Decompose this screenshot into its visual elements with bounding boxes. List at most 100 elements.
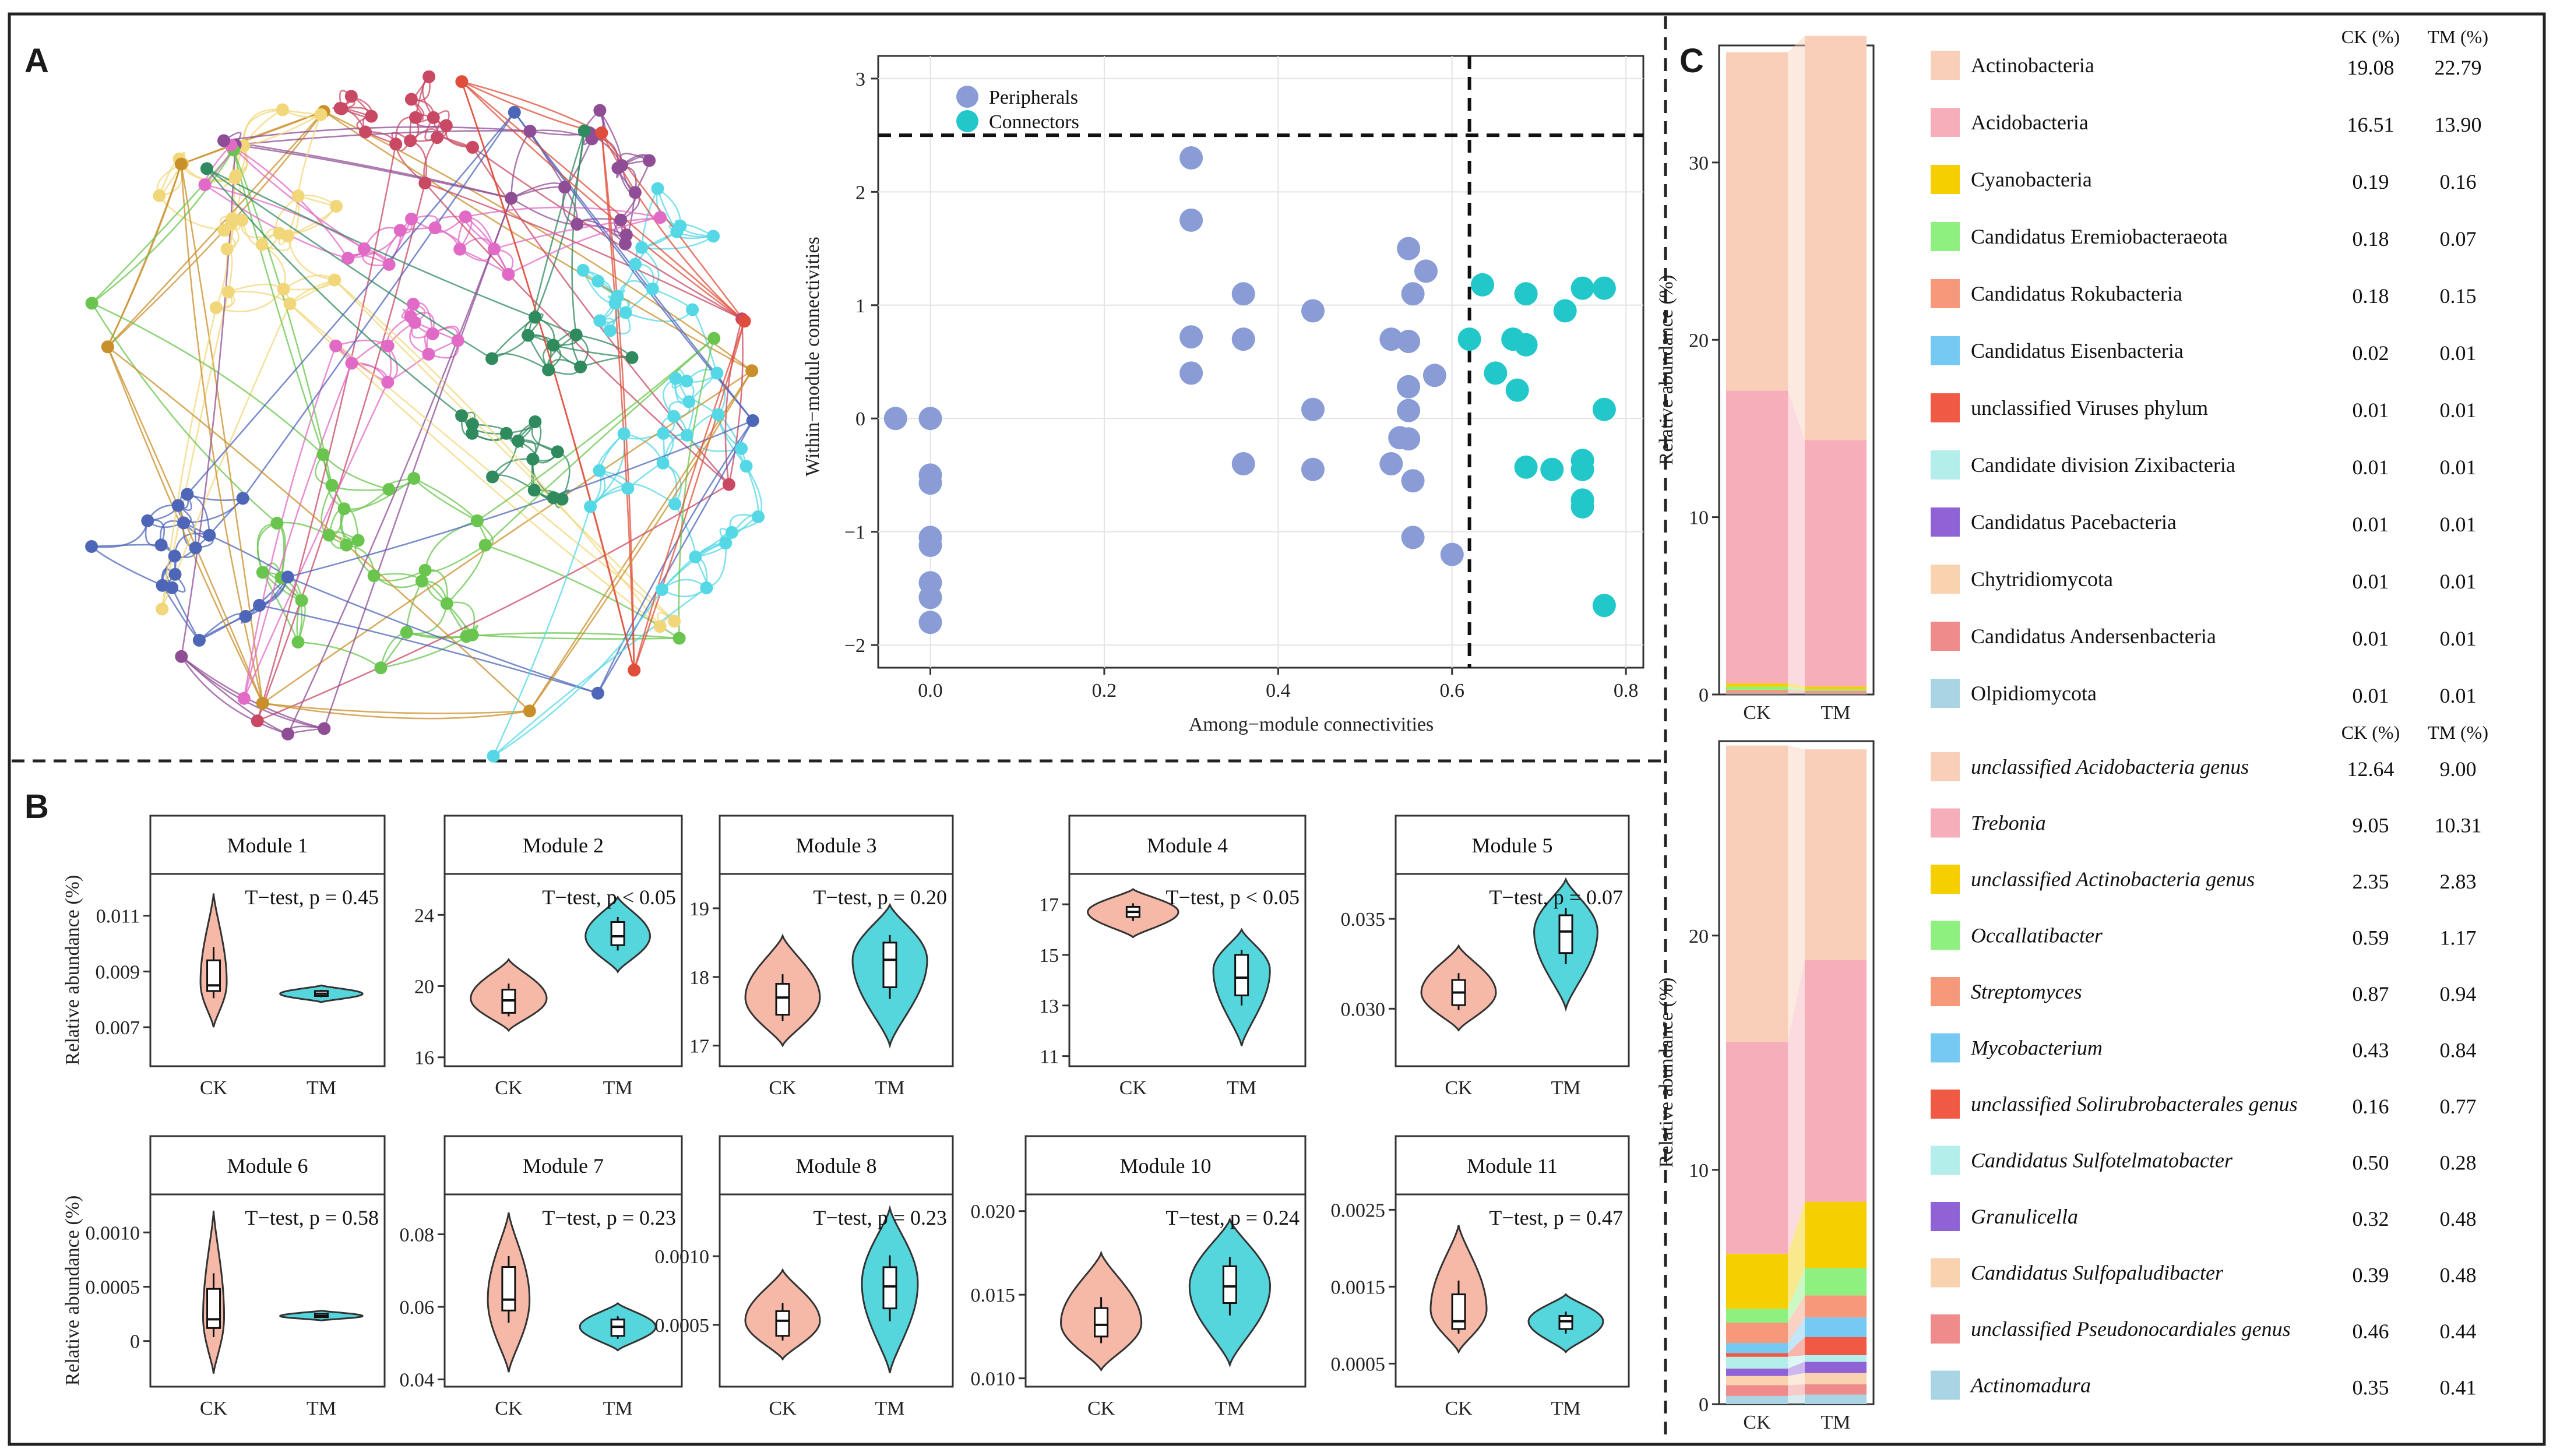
network-node <box>318 722 331 735</box>
legend-tm-value: 0.01 <box>2440 341 2477 365</box>
bar-segment <box>1726 1041 1788 1254</box>
legend-taxon-label: Actinobacteria <box>1971 54 2094 77</box>
network-edge <box>107 164 182 347</box>
network-node <box>217 134 230 147</box>
network-node <box>499 426 513 440</box>
network-node <box>314 108 328 121</box>
legend-swatch <box>1931 450 1960 480</box>
violin-y-tick-label: 0.08 <box>400 1224 435 1246</box>
legend-tm-value: 0.01 <box>2440 627 2477 650</box>
violin-plot-area <box>443 1193 683 1388</box>
network-edge <box>262 702 530 720</box>
network-node <box>422 347 435 361</box>
network-edge <box>180 164 263 704</box>
network-node <box>316 448 330 461</box>
network-node <box>646 282 659 295</box>
network-edge <box>633 320 745 671</box>
panel-label-a: A <box>24 42 49 80</box>
network-node <box>574 360 587 373</box>
scatter-plot-area <box>877 55 1645 669</box>
network-node <box>255 238 269 251</box>
network-node <box>251 714 264 728</box>
scatter-y-tick-label: 1 <box>855 295 865 317</box>
bar-y-tick-label: 0 <box>1699 685 1709 706</box>
bar-connector <box>1788 745 1805 1042</box>
bar-connector <box>1788 1201 1805 1309</box>
network-node <box>680 429 693 442</box>
network-node <box>156 602 169 616</box>
peripheral-point <box>1397 427 1421 451</box>
network-edge <box>424 520 478 570</box>
module-strip <box>149 1135 386 1196</box>
network-edge <box>91 546 163 586</box>
bar-segment <box>1726 1376 1788 1386</box>
network-edge <box>243 382 389 699</box>
scatter-points <box>883 146 1616 634</box>
legend-swatch <box>1931 977 1960 1006</box>
network-edge <box>323 111 752 372</box>
network-node <box>153 189 166 202</box>
violin-module: Module 4 11 13 15 17 CK TM T−test, p < 0.05 <box>1039 815 1307 1099</box>
legend-ck-value: 19.08 <box>2347 56 2394 79</box>
scatter-threshold-lines <box>878 56 1643 668</box>
network-edge <box>181 655 325 729</box>
legend-taxon-label: unclassified Acidobacteria genus <box>1971 755 2249 778</box>
legend-tm-value: 0.48 <box>2440 1264 2477 1287</box>
violin-module: Module 7 0.04 0.06 0.08 CK TM T−test, p = 0.23 <box>400 1135 683 1419</box>
legend-tm-value: 0.01 <box>2440 399 2477 422</box>
legend-tm-value: 10.31 <box>2435 814 2482 837</box>
legend-taxon-label: Candidatus Andersenbacteria <box>1971 625 2216 648</box>
legend-taxon-label: Candidatus Sulfopaludibacter <box>1971 1261 2224 1285</box>
legend-taxon-label: Trebonia <box>1971 812 2046 835</box>
legend-ck-value: 2.35 <box>2353 870 2389 893</box>
table-header-ck: CK (%) <box>2341 26 2400 47</box>
network-edge <box>257 484 730 722</box>
violin-y-tick-label: 0.0005 <box>86 1277 140 1298</box>
network-edge <box>406 580 423 633</box>
network-edge <box>331 484 389 491</box>
network-node <box>85 540 98 553</box>
legend-ck-value: 16.51 <box>2347 113 2394 136</box>
box-iqr <box>501 1266 516 1312</box>
peripheral-point <box>1397 330 1421 353</box>
network-edge <box>256 144 397 721</box>
peripheral-point <box>918 586 942 609</box>
network-node <box>270 517 284 530</box>
bar-segment <box>1726 1309 1788 1323</box>
peripheral-point <box>1422 364 1446 387</box>
network-node <box>752 510 765 523</box>
network-edge <box>527 131 585 336</box>
violin-module: Module 8 0.0005 0.0010 CK TM T−test, p = 0.23 <box>655 1135 954 1419</box>
network-node <box>595 126 608 139</box>
network-node <box>431 131 443 144</box>
bar-segment <box>1805 440 1867 687</box>
group-label-ck: CK <box>200 1077 228 1099</box>
box-iqr <box>1451 1293 1466 1330</box>
network-edge <box>323 111 752 372</box>
peripheral-point <box>1231 282 1255 306</box>
network-node <box>674 219 687 232</box>
network-node <box>277 283 290 296</box>
group-label-tm: TM <box>1551 1398 1581 1419</box>
network-node <box>655 583 668 596</box>
violin-plot-area <box>149 873 386 1067</box>
network-edge <box>181 656 288 735</box>
violin-y-tick-label: 0.0005 <box>1331 1353 1386 1375</box>
legend-ck-value: 0.16 <box>2353 1095 2389 1118</box>
legend-ck-value: 0.59 <box>2353 926 2389 950</box>
network-node <box>382 258 396 271</box>
box-iqr <box>775 983 790 1016</box>
network-edge <box>513 112 753 421</box>
module-strip-label: Module 3 <box>796 834 877 857</box>
violin-y-tick-label: 19 <box>689 898 709 920</box>
network-node <box>508 105 521 119</box>
network-node <box>407 298 420 311</box>
legend-tm-value: 13.90 <box>2435 113 2482 136</box>
network-node <box>668 498 682 510</box>
bar-connector <box>1788 1355 1805 1369</box>
network-node <box>177 516 191 530</box>
scatter-axis-ticks: 0.0 0.2 0.4 0.6 0.8 −2 −1 0 1 2 3 <box>844 69 1639 701</box>
network-edge <box>640 188 659 248</box>
bar-segment <box>1726 690 1788 693</box>
network-node <box>333 101 347 115</box>
